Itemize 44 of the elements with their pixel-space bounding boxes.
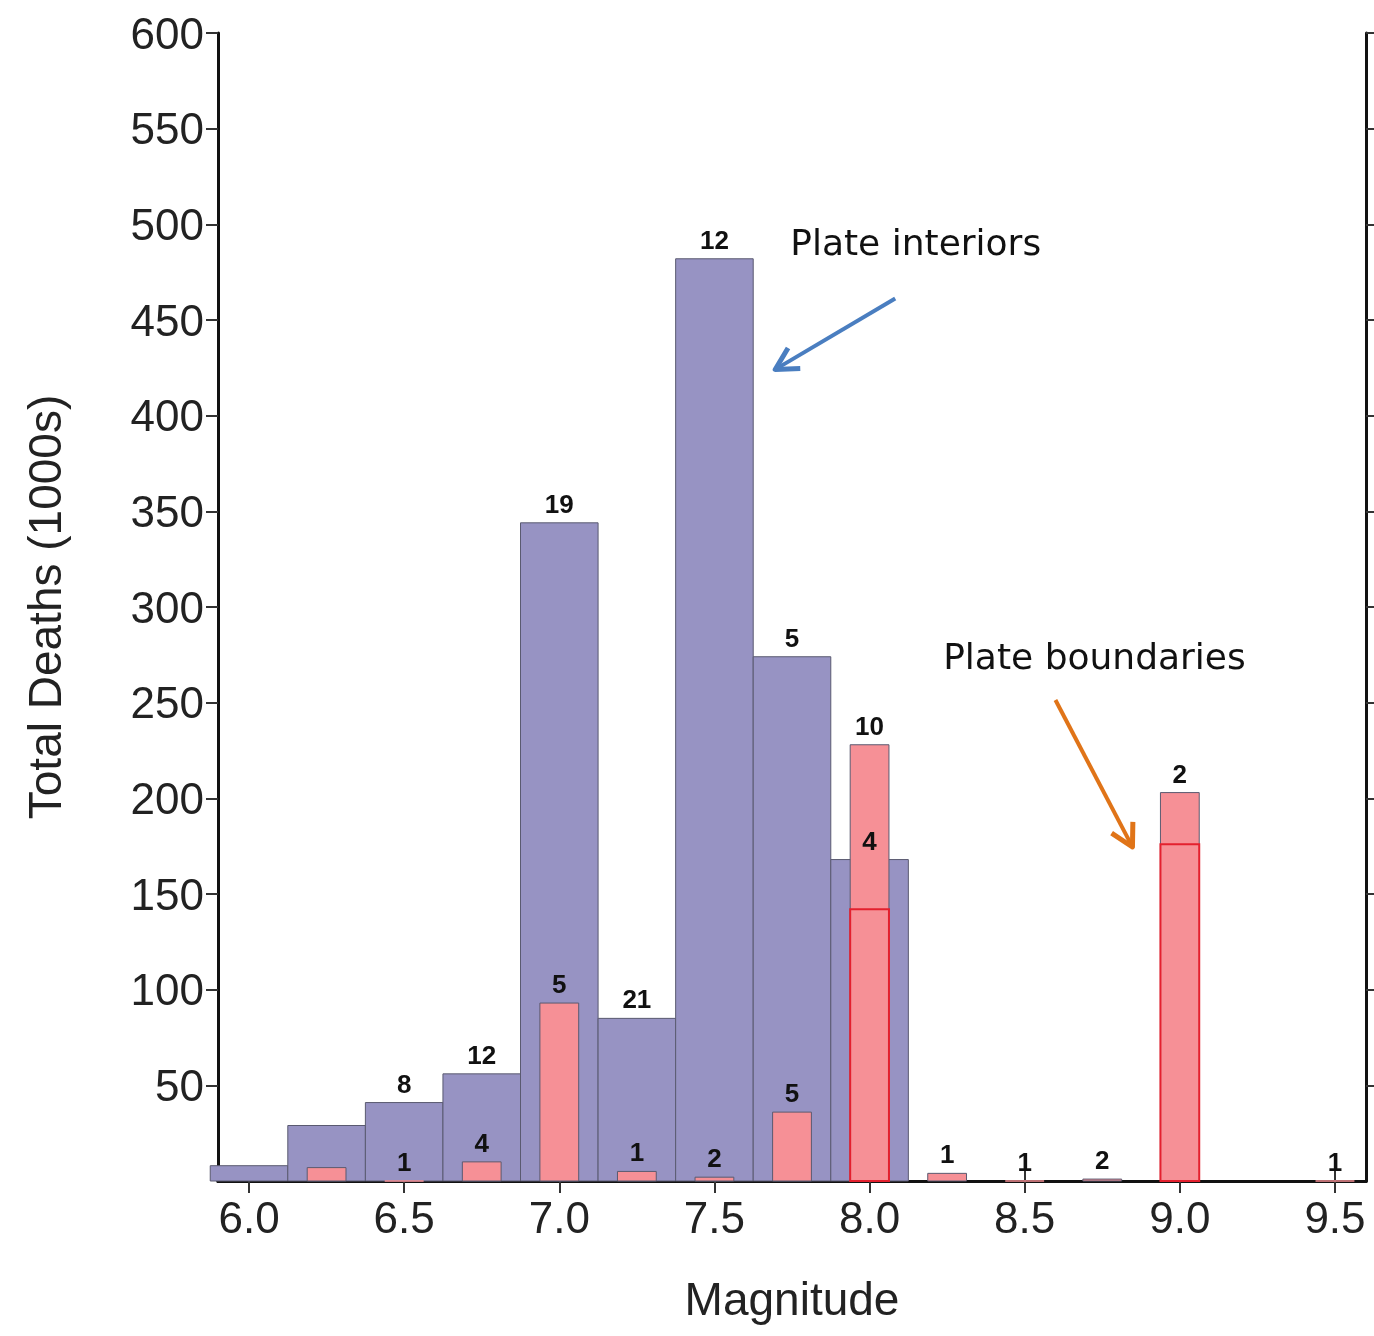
y-tick-label: 200 bbox=[130, 773, 204, 823]
y-tick-label: 350 bbox=[130, 486, 204, 536]
x-tick-label: 9.0 bbox=[1149, 1192, 1211, 1242]
x-tick-label: 8.5 bbox=[994, 1192, 1056, 1242]
bar bbox=[927, 1172, 968, 1182]
x-tick-label: 7.5 bbox=[683, 1192, 746, 1242]
y-tick-label: 100 bbox=[130, 965, 204, 1015]
annotation: 1 bbox=[396, 1147, 412, 1177]
annotation: 1 bbox=[939, 1139, 955, 1170]
x-tick-label: 9.5 bbox=[1304, 1192, 1366, 1242]
y-tick-label: 300 bbox=[130, 582, 204, 632]
y-tick-label: 250 bbox=[130, 678, 204, 728]
annotation: 21 bbox=[622, 984, 652, 1015]
x-tick-label: 8.0 bbox=[838, 1192, 901, 1242]
annotation: 2 bbox=[707, 1143, 722, 1174]
x-tick-label: 6.5 bbox=[373, 1192, 435, 1242]
annotation: 2 bbox=[1172, 758, 1188, 789]
x-axis-title: Magnitude bbox=[684, 1273, 900, 1325]
y-tick-label: 400 bbox=[130, 391, 204, 441]
y-tick-label: 500 bbox=[130, 199, 204, 249]
y-tick-label: 150 bbox=[130, 869, 204, 919]
annotation: 10 bbox=[855, 710, 885, 741]
annotation: 1 bbox=[629, 1137, 645, 1168]
series-label: Plate interiors bbox=[790, 221, 1042, 263]
text: Plate boundaries bbox=[943, 636, 1246, 678]
y-tick-label: 450 bbox=[130, 295, 204, 345]
annotation: 5 bbox=[784, 1078, 800, 1109]
x-tick-label: 6.0 bbox=[218, 1192, 280, 1242]
annotation: 12 bbox=[699, 224, 729, 255]
annotation: 4 bbox=[474, 1127, 490, 1158]
annotation: 8 bbox=[396, 1068, 412, 1099]
y-axis-title: Total Deaths (1000s) bbox=[19, 394, 71, 820]
annotation: 19 bbox=[544, 488, 574, 519]
annotation: 1 bbox=[1017, 1147, 1032, 1177]
annotation: 12 bbox=[467, 1039, 497, 1070]
y-tick-label: 600 bbox=[130, 8, 204, 58]
annotation: 1 bbox=[1327, 1147, 1343, 1177]
y-tick-label: 550 bbox=[130, 104, 204, 154]
annotation: 5 bbox=[784, 622, 800, 653]
annotation: 4 bbox=[862, 825, 878, 856]
annotation: 5 bbox=[552, 969, 567, 1000]
x-tick-label: 7.0 bbox=[528, 1192, 590, 1242]
annotation: 2 bbox=[1095, 1145, 1110, 1176]
y-tick-label: 50 bbox=[155, 1060, 204, 1110]
